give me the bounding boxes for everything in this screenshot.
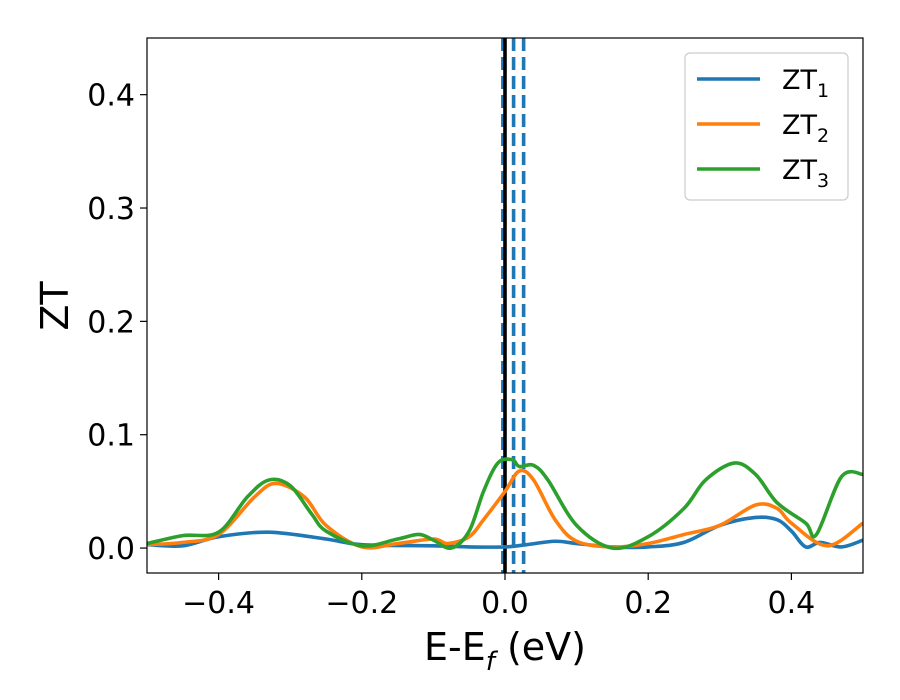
y-tick-label: 0.4 <box>87 79 135 114</box>
series-line-zt2 <box>147 468 863 550</box>
series-line-zt3 <box>147 457 863 551</box>
series-line-zt1 <box>147 515 863 550</box>
series-lines <box>147 457 863 551</box>
y-axis-ticks: 0.0 0.1 0.2 0.3 0.4 <box>87 79 147 567</box>
y-tick-label: 0.3 <box>87 192 135 227</box>
y-tick-label: 0.2 <box>87 305 135 340</box>
legend-label-zt1: ZT1 <box>782 65 829 102</box>
x-tick-label: 0.4 <box>768 586 816 621</box>
legend: ZT1 ZT2 ZT3 <box>684 52 849 201</box>
x-tick-label: −0.2 <box>325 586 398 621</box>
y-tick-label: 0.0 <box>87 532 135 567</box>
x-tick-label: 0.2 <box>624 586 672 621</box>
x-axis-label: E-Ef (eV) <box>424 625 586 677</box>
x-axis-ticks: −0.4 −0.2 0.0 0.2 0.4 <box>182 573 815 621</box>
x-tick-label: 0.0 <box>481 586 529 621</box>
legend-box <box>684 52 849 201</box>
y-axis-label: ZT <box>33 281 77 331</box>
fermi-level-lines <box>501 38 526 573</box>
y-tick-label: 0.1 <box>87 419 135 454</box>
x-tick-label: −0.4 <box>182 586 255 621</box>
legend-label-zt2: ZT2 <box>782 110 829 147</box>
legend-label-zt3: ZT3 <box>782 155 829 192</box>
